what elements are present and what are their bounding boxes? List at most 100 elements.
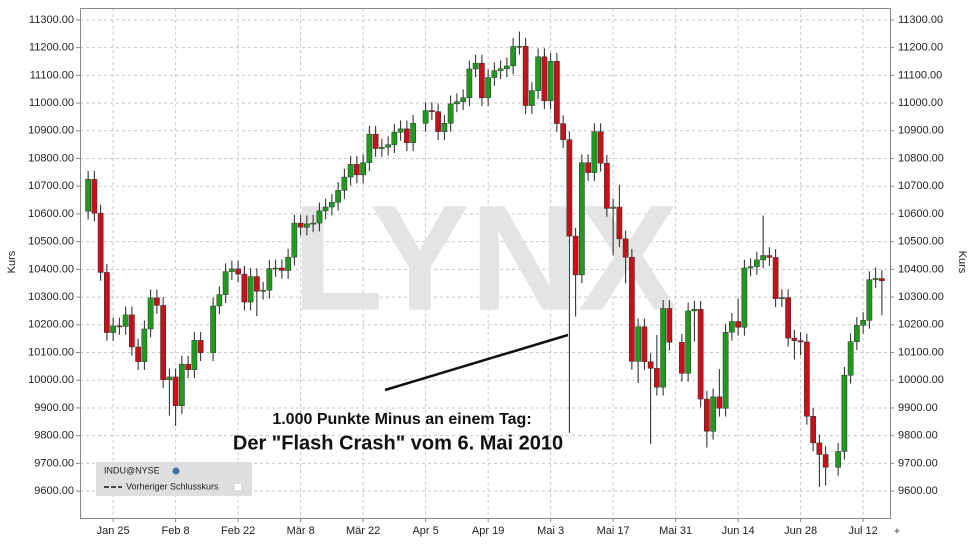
candle-body [847,341,854,376]
candle-body [579,162,585,276]
candle-body [460,97,466,102]
candle-body [754,259,760,267]
watermark: LYNX [292,174,678,342]
candle-body [835,451,841,468]
candle-body [397,128,404,133]
candle-body [260,289,266,292]
candle-body [535,56,541,91]
y2-tick-label: 9700.00 [898,457,938,469]
candle-body [472,62,479,70]
candle-body [447,103,454,124]
candle-body [91,179,98,214]
candle-body [360,162,366,176]
y-tick-label: 10000.00 [28,374,74,386]
candles [85,31,885,487]
candle-body [454,101,460,105]
candle-body [547,60,554,102]
candle-body [560,123,566,140]
candle-body [529,90,535,106]
candle-body [610,206,616,209]
y-tick-label: 10600.00 [28,208,74,220]
candle-body [860,320,866,326]
candle-body [185,363,191,370]
x-tick-label: Mai 3 [537,525,564,537]
candle-body [229,268,235,272]
candle-body [147,297,154,330]
candle-body [772,257,779,300]
y-tick-label: 10900.00 [28,125,74,137]
y2-tick-label: 10600.00 [898,208,944,220]
x-tick-label: Feb 8 [162,525,190,537]
scroll-icon[interactable]: ✦ [893,527,901,538]
candle-body [866,279,873,321]
legend-checkbox[interactable] [235,484,241,490]
candle-body [497,68,504,71]
candle-body [216,294,223,307]
candle-body [841,375,848,452]
annotation: 1.000 Punkte Minus an einem Tag: [272,411,531,428]
candle-body [179,363,185,406]
candle-body [872,278,879,280]
candle-body [366,133,373,163]
y2-tick-label: 11200.00 [898,42,943,54]
candle-body [566,139,573,237]
candle-body [491,70,498,78]
candle-body [160,305,166,380]
candle-body [697,309,704,400]
y2-tick-label: 10400.00 [898,263,944,275]
candle-body [760,255,766,261]
candle-body [810,416,816,444]
candle-body [691,309,698,312]
candle-body [541,56,548,102]
y-tick-label: 11100.00 [30,69,74,81]
candle-body [666,308,673,343]
legend-symbol: INDU@NYSE [104,465,160,475]
x-tick-label: Mai 17 [597,525,630,537]
candle-body [735,321,741,328]
candle-body [641,326,648,362]
candle-body [816,442,823,455]
candle-body [685,310,691,374]
candle-body [629,256,635,362]
candle-body [604,162,610,209]
candle-body [97,212,104,273]
y-tick-label: 10300.00 [28,291,74,303]
candle-body [785,297,791,339]
candle-body [141,328,148,362]
y-tick-label: 10100.00 [28,346,74,358]
candle-body [804,341,810,417]
candle-body [747,266,754,269]
y-tick-label: 10500.00 [28,236,74,248]
candle-body [385,144,391,148]
candle-body [291,222,298,258]
y2-tick-label: 10700.00 [898,180,944,192]
candle-body [85,179,91,212]
candle-body [329,202,335,208]
y2-tick-label: 10100.00 [898,346,944,358]
candle-body [122,314,129,327]
candle-body [722,332,729,409]
candle-body [616,206,623,240]
candle-body [297,222,304,228]
y-tick-label: 9600.00 [34,485,74,497]
candle-body [129,314,135,348]
y2-tick-label: 9600.00 [898,485,938,497]
y2-tick-label: 10800.00 [898,152,944,164]
legend-box [96,462,252,496]
candle-body [466,68,473,99]
candle-body [429,110,435,112]
candle-body [485,77,491,99]
x-tick-label: Apr 19 [472,525,504,537]
y-tick-label: 11000.00 [29,97,74,109]
candle-body [347,164,354,178]
candle-body [110,325,116,333]
x-tick-label: Mai 31 [659,525,692,537]
candle-body [479,62,485,99]
candle-body [254,276,260,292]
x-tick-label: Feb 22 [221,525,255,537]
x-tick-label: Jun 28 [784,525,817,537]
candle-body [729,321,735,333]
y2-axis-label: Kurs [956,251,968,274]
candle-body [791,337,798,341]
candle-body [354,164,360,176]
